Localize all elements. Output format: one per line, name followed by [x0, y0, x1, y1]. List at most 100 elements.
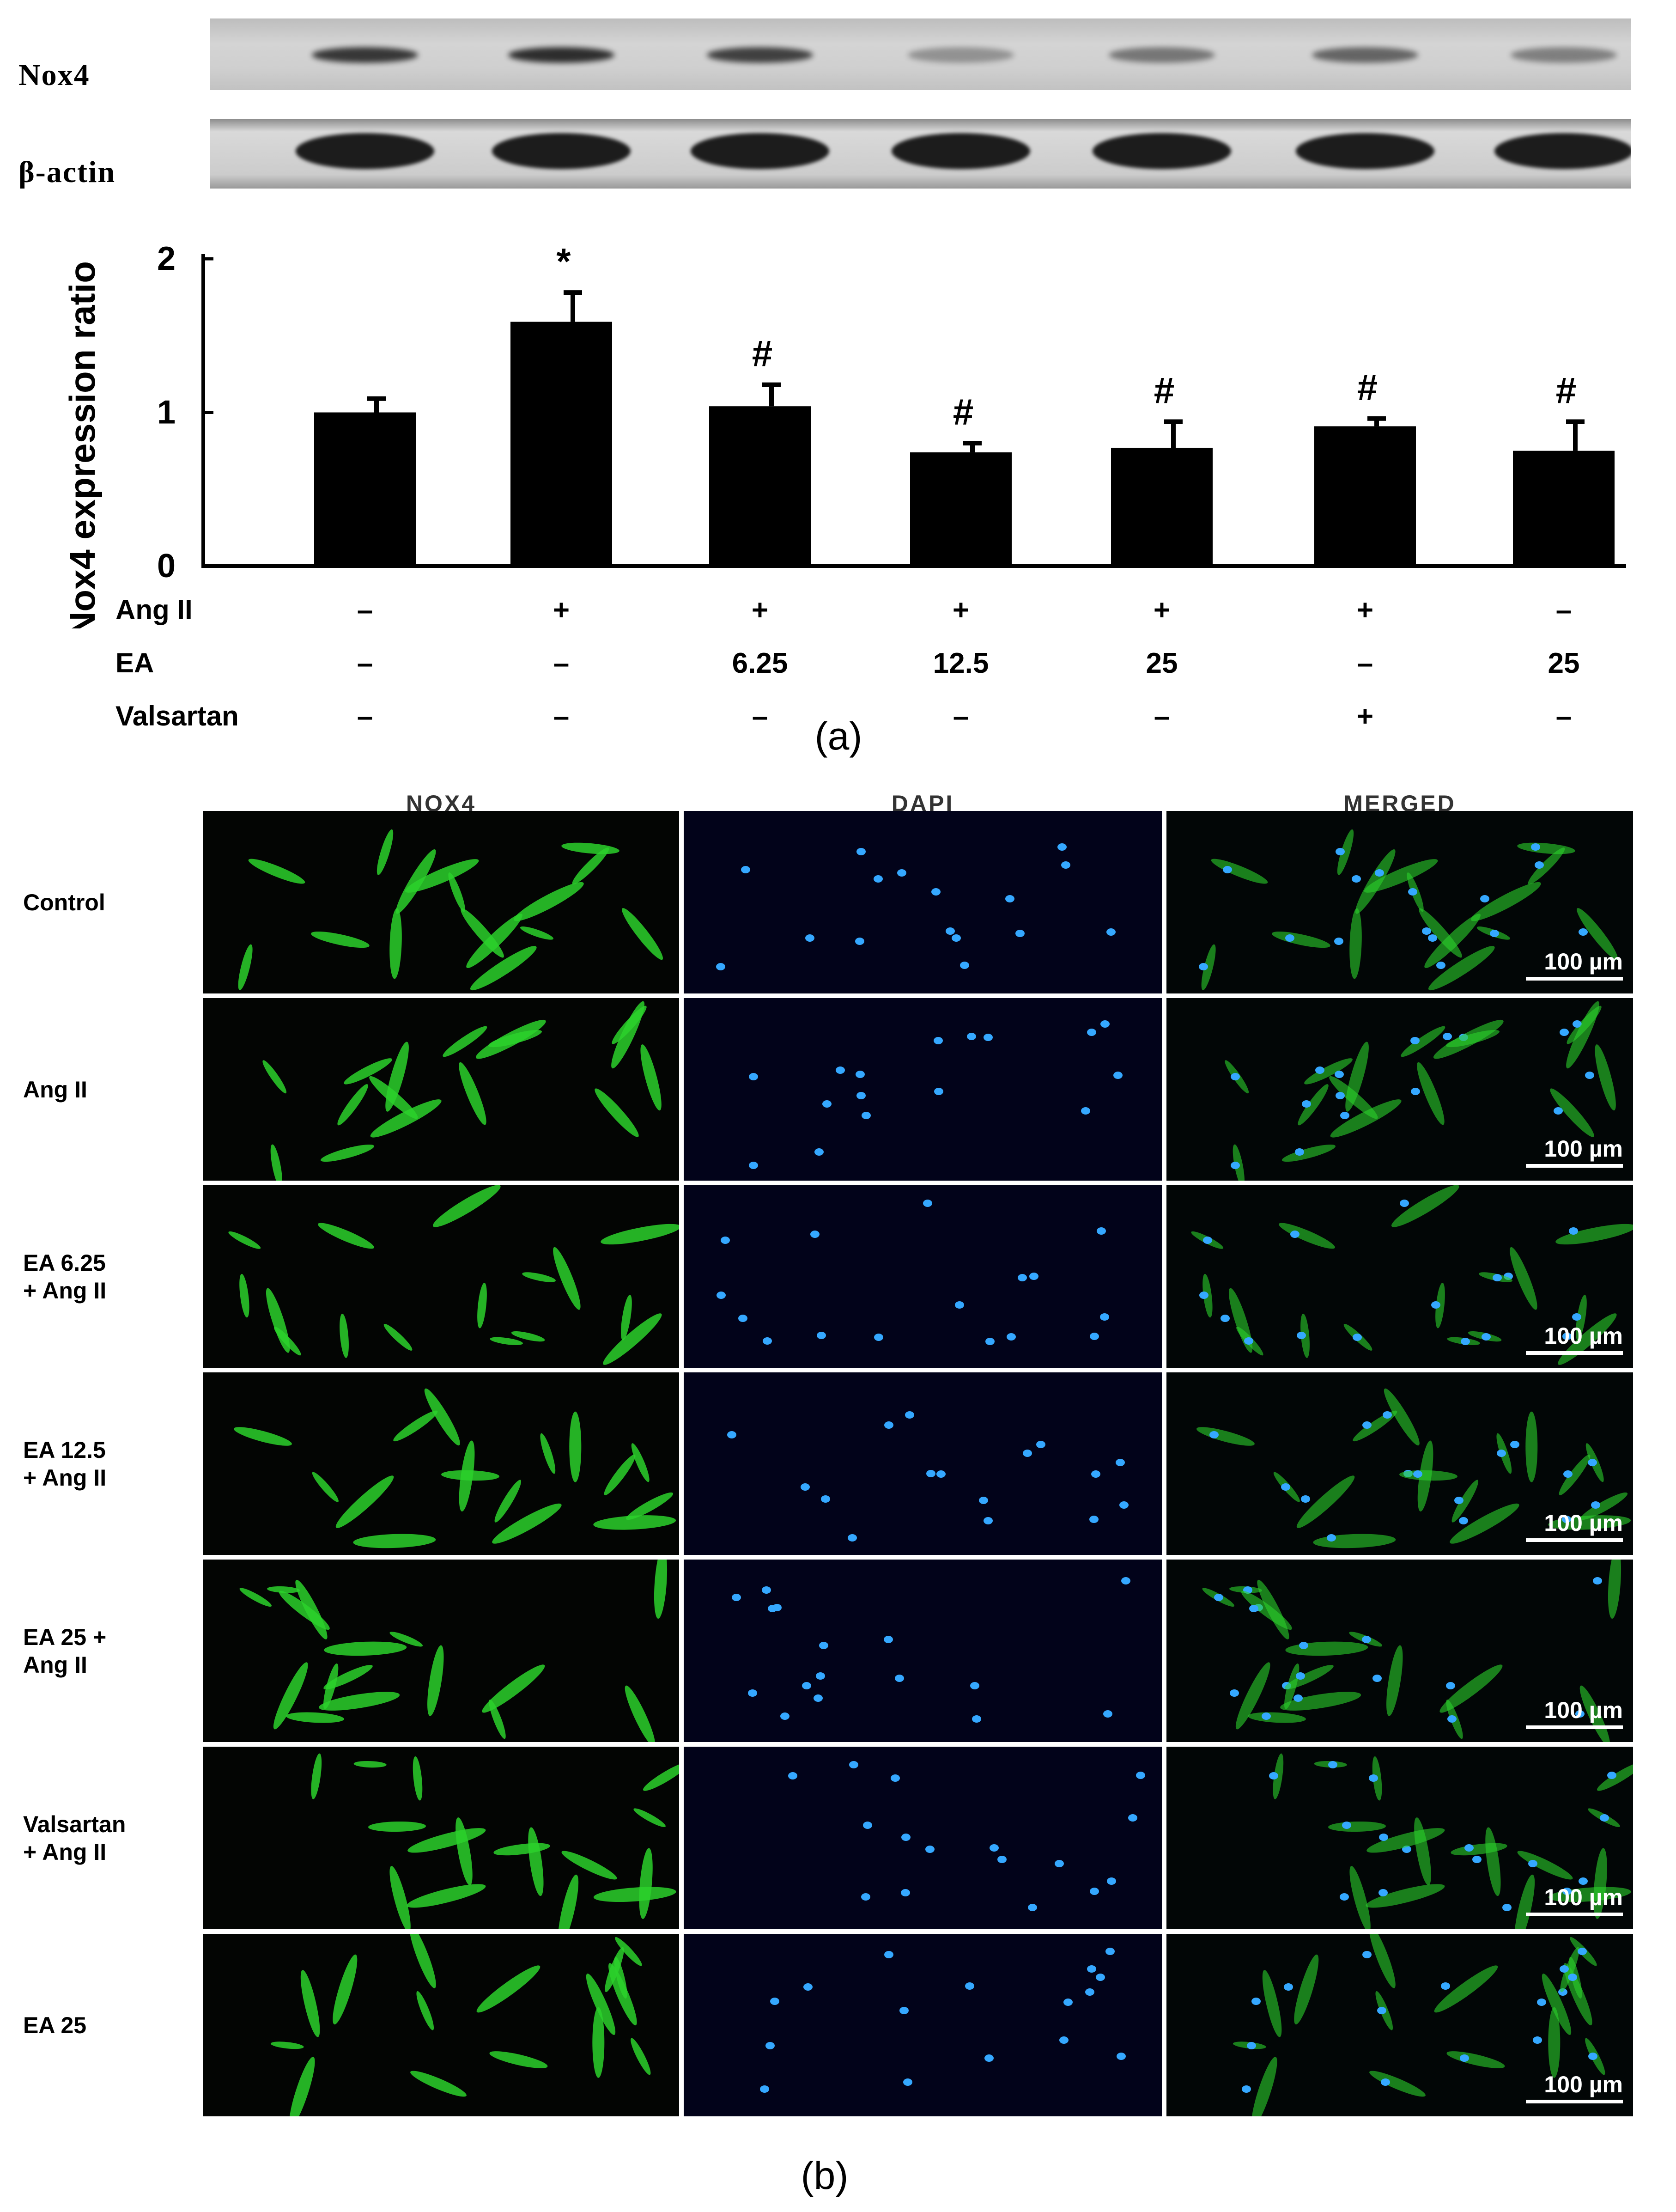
row-label-line: Ang II — [23, 1651, 87, 1678]
micrograph-nox4 — [203, 998, 679, 1181]
treatment-cell: + — [751, 594, 769, 626]
nox4-stained-cell — [1328, 1821, 1386, 1833]
treatment-row-label: EA — [115, 647, 154, 678]
nox4-stained-cell — [328, 1953, 362, 2027]
nox4-stained-cell — [1516, 841, 1576, 856]
treatment-row-label: Ang II — [115, 594, 193, 625]
scale-bar-label: 100 µm — [1544, 949, 1623, 975]
dapi-nucleus — [802, 1682, 811, 1689]
dapi-nucleus — [1442, 1032, 1452, 1040]
nox4-stained-cell — [1350, 1408, 1400, 1445]
nox4-stained-cell — [554, 1873, 583, 1929]
bar — [314, 412, 416, 566]
dapi-nucleus — [1015, 929, 1025, 937]
dapi-nucleus — [1299, 1642, 1308, 1650]
dapi-nucleus — [983, 1517, 993, 1525]
dapi-nucleus — [749, 1073, 759, 1081]
dapi-nucleus — [884, 1951, 893, 1958]
row-label: EA 25 — [23, 2011, 86, 2039]
row-label: Ang II — [23, 1076, 87, 1103]
scale-bar-label: 100 µm — [1544, 2072, 1623, 2097]
dapi-nucleus — [1381, 2078, 1391, 2086]
dapi-nucleus — [1251, 1997, 1261, 2005]
scale-bar-label: 100 µm — [1544, 1884, 1623, 1910]
caption-a: (a) — [814, 714, 862, 758]
dapi-nucleus — [1464, 1844, 1474, 1852]
dapi-nucleus — [965, 1982, 974, 1990]
nox4-stained-cell — [1399, 1469, 1458, 1482]
nox4-stained-cell — [454, 1060, 491, 1127]
dapi-nucleus — [1089, 1515, 1099, 1523]
dapi-nucleus — [1284, 1983, 1293, 1991]
dapi-nucleus — [861, 1893, 870, 1901]
nox4-band — [1511, 47, 1617, 63]
nox4-stained-cell — [1345, 1864, 1375, 1929]
dapi-nucleus — [788, 1772, 798, 1780]
dapi-nucleus — [1335, 1071, 1344, 1079]
nox4-stained-cell — [1606, 1560, 1623, 1619]
treatment-cell: 25 — [1548, 647, 1580, 679]
nox4-stained-cell — [368, 1821, 426, 1833]
dapi-nucleus — [1447, 1715, 1457, 1723]
dapi-nucleus — [900, 1889, 910, 1896]
nox4-stained-cell — [1556, 1452, 1594, 1498]
nox4-stained-cell — [599, 1309, 666, 1368]
dapi-nucleus — [716, 963, 726, 971]
nox4-stained-cell — [309, 1753, 324, 1800]
dapi-nucleus — [1036, 1440, 1045, 1448]
row-label-line: Ang II — [23, 1076, 87, 1103]
dapi-nucleus — [741, 865, 750, 873]
nox4-stained-cell — [385, 1864, 415, 1929]
row-label-line: EA 25 — [23, 2012, 87, 2038]
dapi-nucleus — [1096, 1227, 1106, 1235]
dapi-nucleus — [1209, 1431, 1219, 1439]
dapi-nucleus — [1562, 1887, 1572, 1895]
significance-mark: # — [1154, 370, 1175, 411]
dapi-nucleus — [1334, 938, 1344, 945]
nox4-bar-chart: 0 1 2 Nox4 expression ratio * # # # # # — [62, 240, 1626, 628]
dapi-nucleus — [931, 888, 941, 896]
dapi-nucleus — [1090, 1333, 1099, 1341]
row-label-line: + Ang II — [23, 1839, 107, 1865]
dapi-nucleus — [1377, 2007, 1387, 2015]
actin-band — [1296, 133, 1434, 169]
dapi-nucleus — [1028, 1904, 1038, 1912]
dapi-nucleus — [1497, 1450, 1506, 1457]
dapi-nucleus — [1572, 1313, 1581, 1321]
nox4-stained-cell — [569, 1411, 582, 1482]
nox4-stained-cell — [260, 1058, 289, 1096]
nox4-stained-cell — [270, 2040, 304, 2050]
nox4-stained-cell — [627, 2036, 654, 2077]
dapi-nucleus — [1572, 1020, 1582, 1028]
dapi-nucleus — [1199, 963, 1208, 971]
dapi-nucleus — [1378, 1889, 1388, 1896]
nox4-blot-label: Nox4 — [18, 58, 90, 92]
treatment-cell: – — [553, 701, 570, 732]
treatment-cell: 12.5 — [933, 647, 989, 679]
nox4-blot-strip — [210, 18, 1631, 90]
nox4-stained-cell — [226, 1228, 262, 1251]
dapi-nucleus — [1490, 929, 1500, 937]
dapi-nucleus — [1300, 1495, 1310, 1503]
significance-mark: # — [953, 391, 974, 433]
dapi-nucleus — [767, 1605, 777, 1613]
dapi-nucleus — [1230, 1689, 1239, 1697]
dapi-nucleus — [1203, 1236, 1213, 1244]
nox4-band — [508, 47, 614, 63]
significance-mark: * — [556, 241, 571, 282]
nox4-stained-cell — [316, 1219, 376, 1253]
micrograph-nox4 — [203, 1747, 679, 1929]
dapi-nucleus — [955, 1301, 965, 1309]
dapi-nucleus — [1295, 1672, 1305, 1680]
dapi-nucleus — [1214, 1594, 1223, 1602]
nox4-stained-cell — [1430, 1015, 1506, 1064]
dapi-nucleus — [1445, 1682, 1455, 1690]
dapi-nucleus — [1091, 1470, 1100, 1478]
dapi-nucleus — [1081, 1107, 1090, 1115]
dapi-nucleus — [901, 1834, 911, 1841]
dapi-nucleus — [1241, 2085, 1251, 2093]
dapi-nucleus — [1231, 1073, 1240, 1081]
nox4-stained-cell — [1271, 928, 1331, 951]
dapi-nucleus — [1530, 843, 1540, 851]
dapi-nucleus — [1087, 1965, 1096, 1973]
